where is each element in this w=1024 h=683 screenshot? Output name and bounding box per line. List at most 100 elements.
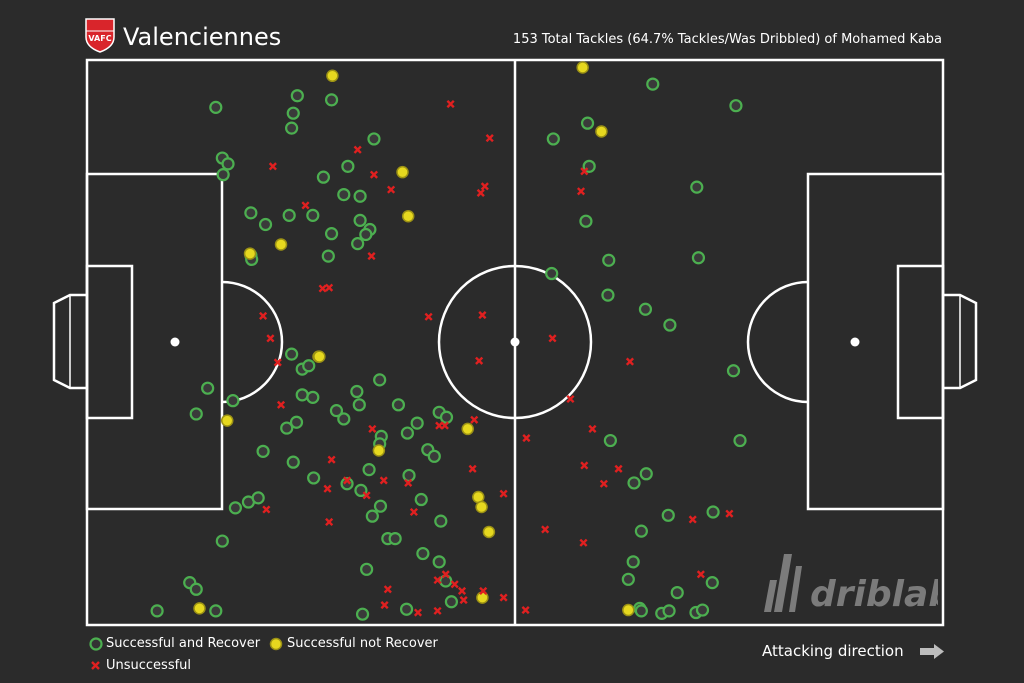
tackle-point-recover bbox=[295, 388, 309, 402]
tackle-point-recover bbox=[626, 555, 640, 569]
tackle-point-unsuccessful bbox=[409, 507, 418, 517]
tackle-point-recover bbox=[307, 471, 321, 485]
tackle-point-unsuccessful bbox=[450, 580, 459, 589]
tackle-point-recover bbox=[439, 574, 453, 588]
tackle-point-not-recover bbox=[372, 444, 386, 457]
tackle-point-unsuccessful bbox=[323, 484, 332, 493]
tackle-point-recover bbox=[201, 381, 215, 395]
six-yard-box-right bbox=[896, 264, 945, 420]
tackle-point-recover bbox=[705, 576, 719, 590]
tackle-point-recover bbox=[209, 100, 223, 114]
tackle-point-recover bbox=[388, 531, 402, 546]
tackle-point-recover bbox=[244, 206, 258, 220]
tackle-point-recover bbox=[444, 595, 459, 609]
tackle-point-unsuccessful bbox=[576, 187, 586, 196]
tackle-point-recover bbox=[414, 492, 428, 507]
tackle-point-unsuccessful bbox=[470, 415, 479, 424]
tackle-point-recover bbox=[639, 467, 653, 481]
tackle-point-unsuccessful bbox=[478, 311, 487, 320]
tackle-point-recover bbox=[285, 347, 299, 361]
tackle-point-recover bbox=[365, 509, 379, 523]
tackle-point-recover bbox=[258, 217, 273, 232]
attacking-direction-label: Attacking direction bbox=[762, 642, 904, 660]
tackle-point-recover bbox=[324, 227, 339, 241]
tackle-point-recover bbox=[340, 477, 354, 491]
tackle-point-recover bbox=[150, 604, 164, 618]
tackle-point-unsuccessful bbox=[259, 311, 268, 320]
tackle-point-recover bbox=[432, 555, 446, 569]
tackle-point-recover bbox=[579, 214, 593, 228]
tackle-point-recover bbox=[400, 426, 414, 440]
tackle-point-recover bbox=[402, 468, 416, 483]
goal-left bbox=[52, 293, 87, 390]
penalty-arc-right bbox=[746, 280, 809, 404]
tackle-point-recover bbox=[646, 77, 660, 91]
tackle-point-unsuccessful bbox=[441, 570, 450, 579]
tackle-point-unsuccessful bbox=[369, 170, 379, 179]
arrow-icon bbox=[920, 644, 944, 659]
tackle-point-unsuccessful bbox=[262, 505, 271, 514]
tackle-point-unsuccessful bbox=[521, 605, 530, 615]
tackle-point-recover bbox=[434, 514, 448, 528]
tackle-point-recover bbox=[439, 410, 454, 424]
tackle-point-not-recover bbox=[326, 69, 339, 83]
tackle-point-recover bbox=[601, 288, 615, 302]
tackle-point-unsuccessful bbox=[276, 400, 286, 409]
penalty-box-left bbox=[85, 172, 224, 511]
tackle-point-unsuccessful bbox=[588, 424, 597, 433]
tackle-point-unsuccessful bbox=[273, 358, 282, 367]
tackle-point-unsuccessful bbox=[548, 334, 557, 343]
tackle-point-recover bbox=[373, 373, 387, 387]
tackle-point-unsuccessful bbox=[379, 476, 388, 485]
tackle-point-unsuccessful bbox=[433, 576, 442, 585]
tackle-point-recover bbox=[373, 499, 388, 513]
tackle-point-recover bbox=[603, 433, 617, 448]
penalty-spot-left bbox=[170, 337, 180, 347]
tackle-point-recover bbox=[285, 121, 299, 135]
tackle-point-recover bbox=[280, 421, 294, 435]
tackle-point-unsuccessful bbox=[485, 134, 494, 143]
tackle-point-unsuccessful bbox=[475, 356, 484, 365]
tackle-point-recover bbox=[353, 213, 367, 227]
tackle-point-recover bbox=[690, 180, 704, 194]
tackle-point-unsuccessful bbox=[353, 145, 362, 154]
tackle-point-recover bbox=[337, 188, 351, 202]
tackle-point-unsuccessful bbox=[479, 586, 488, 595]
tackle-point-recover bbox=[391, 398, 406, 412]
tackle-point-unsuccessful bbox=[614, 464, 623, 473]
team-name: Valenciennes bbox=[123, 23, 282, 51]
tackle-point-unsuccessful bbox=[696, 570, 705, 579]
tackle-point-unsuccessful bbox=[424, 312, 433, 321]
tackle-point-recover bbox=[662, 604, 676, 618]
goal-right bbox=[943, 293, 978, 390]
tackle-point-unsuccessful bbox=[440, 421, 449, 430]
tackle-point-recover bbox=[215, 534, 229, 548]
tackle-point-unsuccessful bbox=[433, 606, 442, 615]
tackle-point-recover bbox=[695, 603, 710, 617]
tackle-point-unsuccessful bbox=[380, 601, 389, 610]
chart-subtitle: 153 Total Tackles (64.7% Tackles/Was Dri… bbox=[512, 32, 942, 47]
tackle-point-not-recover bbox=[313, 350, 326, 363]
tackle-point-recover bbox=[580, 116, 595, 130]
tackle-point-not-recover bbox=[482, 525, 496, 539]
tackle-point-not-recover bbox=[396, 165, 409, 179]
tackle-point-unsuccessful bbox=[266, 334, 275, 343]
tackle-point-unsuccessful bbox=[343, 476, 352, 485]
tackle-point-unsuccessful bbox=[318, 284, 327, 293]
tackle-point-recover bbox=[726, 364, 741, 378]
tackle-point-recover bbox=[351, 237, 365, 251]
tackle-point-unsuccessful bbox=[387, 185, 396, 194]
tackle-point-not-recover bbox=[401, 209, 415, 223]
tackle-point-recover bbox=[663, 318, 677, 332]
centre-circle bbox=[437, 264, 593, 420]
tackle-point-unsuccessful bbox=[325, 283, 334, 292]
centre-spot bbox=[510, 337, 520, 347]
tackle-point-recover bbox=[670, 585, 684, 600]
tackle-point-recover bbox=[337, 412, 351, 426]
tackle-point-recover bbox=[352, 398, 366, 412]
tackle-point-unsuccessful bbox=[522, 434, 531, 443]
tackle-point-recover bbox=[209, 604, 223, 618]
tackle-point-unsuccessful bbox=[327, 455, 336, 464]
tackle-point-unsuccessful bbox=[566, 394, 575, 404]
